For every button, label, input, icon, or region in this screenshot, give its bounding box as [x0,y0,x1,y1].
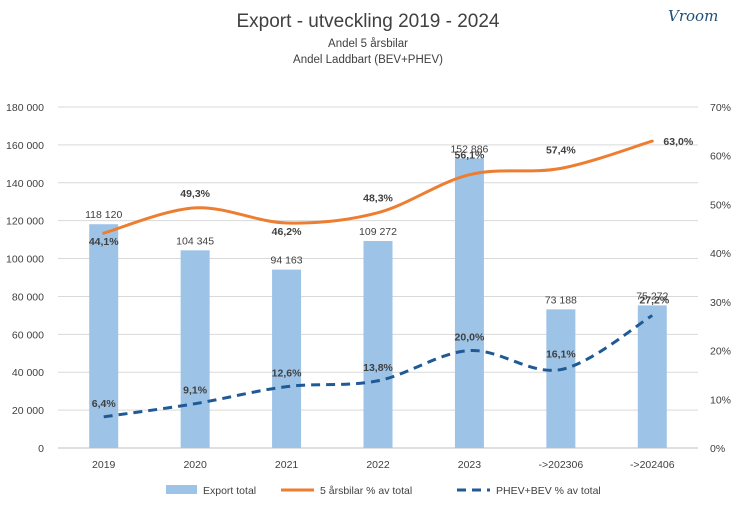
line-5-arsbilar [102,139,654,235]
chart-title: Export - utveckling 2019 - 2024 [237,11,500,32]
bar-export-total [272,269,302,448]
pct-label-phev-bev: 27,2% [639,294,669,306]
y-left-tick-label: 80 000 [12,291,44,303]
legend: Export total 5 årsbilar % av total PHEV+BE… [166,485,601,497]
x-tick-label: 2023 [458,459,482,471]
pct-label-5-arsbilar: 57,4% [546,144,576,156]
bar-value-label: 75 272 [636,290,668,302]
pct-label-phev-bev: 12,6% [272,368,302,380]
y-right-tick-label: 10% [710,394,731,406]
bar-export-total [180,250,210,448]
x-tick-label: ->202406 [630,459,675,471]
chart-subtitle-1: Andel 5 årsbilar [328,38,408,50]
bar-value-label: 104 345 [176,235,214,247]
y-left-tick-label: 100 000 [6,254,44,266]
bar-value-label: 118 120 [85,209,122,221]
line-phev-bev [103,314,654,419]
y-left-tick-label: 120 000 [6,216,44,228]
pct-label-5-arsbilar: 49,3% [180,188,210,200]
y-left-tick-label: 60 000 [12,329,44,341]
y-right-tick-label: 50% [710,199,731,211]
pct-label-phev-bev: 16,1% [546,349,576,361]
vroom-logo-text: Vroom [668,7,718,25]
pct-label-phev-bev: 20,0% [455,332,485,344]
pct-label-5-arsbilar: 46,2% [272,226,302,238]
pct-label-5-arsbilar: 44,1% [89,236,119,248]
pct-label-5-arsbilar: 48,3% [363,193,393,205]
bar-value-label: 73 188 [545,294,577,306]
chart-subtitle-2: Andel Laddbart (BEV+PHEV) [293,54,443,66]
legend-label-phev-bev: PHEV+BEV % av total [496,485,601,497]
x-tick-label: ->202306 [539,459,584,471]
bars [89,158,667,448]
y-right-tick-label: 20% [710,346,731,358]
y-left-tick-label: 140 000 [6,178,44,190]
bar-export-total [89,224,119,448]
bar-export-total [546,309,576,448]
pct-label-phev-bev: 6,4% [92,398,117,410]
bar-export-total [637,305,667,448]
legend-label-export-total: Export total [203,485,256,497]
data-labels: 118 120 104 345 94 163 109 272 152 886 73 188… [85,136,694,410]
x-tick-label: 2021 [275,459,299,471]
y-right-tick-label: 70% [710,102,731,114]
y-left-tick-label: 20 000 [12,405,44,417]
x-tick-label: 2020 [183,459,207,471]
x-tick-label: 2022 [366,459,390,471]
lines [102,139,654,419]
bar-value-label: 94 163 [271,255,303,267]
bar-export-total [363,240,393,448]
y-right-tick-label: 60% [710,151,731,163]
y-right-tick-label: 40% [710,248,731,260]
legend-swatch-export-total [166,485,197,494]
x-tick-label: 2019 [92,459,116,471]
y-right-tick-label: 30% [710,297,731,309]
vroom-logo: Vroom [668,7,718,25]
pct-label-phev-bev: 13,8% [363,362,393,374]
pct-label-5-arsbilar: 56,1% [455,150,485,162]
pct-label-phev-bev: 9,1% [183,385,208,397]
bar-value-label: 109 272 [359,226,397,238]
y-left-tick-label: 160 000 [6,140,44,152]
bar-value-label: 152 886 [450,143,488,155]
y-left-tick-label: 180 000 [6,102,44,114]
y-left-tick-label: 40 000 [12,367,44,379]
y-left-tick-label: 0 [38,443,44,455]
y-right-tick-label: 0% [710,443,725,455]
pct-label-5-arsbilar: 63,0% [663,136,693,148]
axes: 0 20 000 40 000 60 000 80 000 100 000 120 000 1… [6,102,731,471]
legend-label-5-arsbilar: 5 årsbilar % av total [320,485,412,497]
bar-export-total [454,158,484,448]
